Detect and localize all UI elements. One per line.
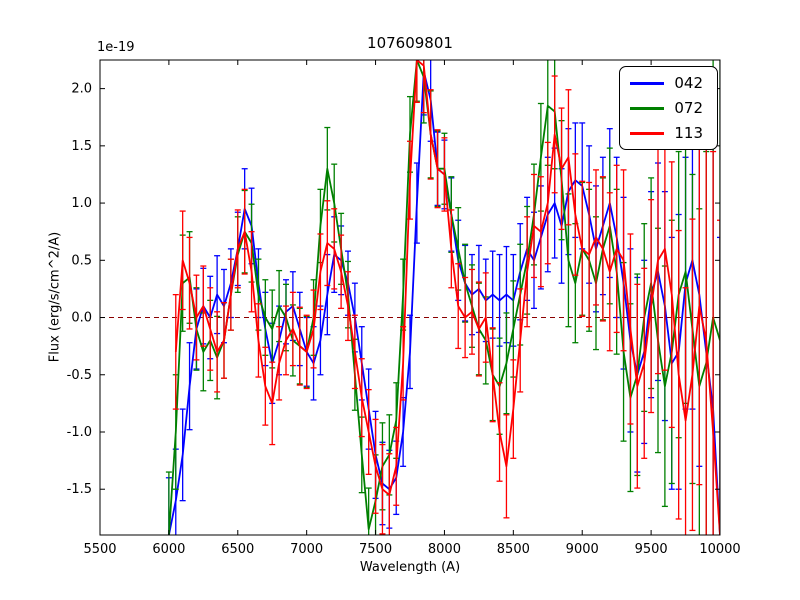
legend-label-072: 072 [674,99,703,117]
y-tick-label: 0.0 [71,311,92,326]
series-113 [172,60,720,535]
legend-entry-042: 042 [630,74,703,92]
y-offset-label: 1e-19 [97,40,135,55]
y-tick-label: 1.5 [71,139,92,154]
x-tick-label: 6500 [221,542,254,557]
x-tick-label: 10000 [699,542,740,557]
x-tick-label: 7500 [359,542,392,557]
x-tick-label: 9000 [566,542,599,557]
y-axis-label: Flux (erg/s/cm^2/A) [47,231,63,363]
x-tick-label: 8500 [497,542,530,557]
x-tick-label: 5500 [83,542,116,557]
plot-title: 107609801 [367,34,453,52]
y-tick-label: -1.5 [67,482,92,497]
y-tick-label: -1.0 [67,425,92,440]
y-tick-label: 2.0 [71,82,92,97]
y-tick-label: -0.5 [67,368,92,383]
x-tick-label: 7000 [290,542,323,557]
legend-label-113: 113 [674,124,703,142]
x-axis-label: Wavelength (A) [359,560,461,575]
x-tick-label: 6000 [152,542,185,557]
legend: 042 072 113 [619,66,718,150]
legend-entry-072: 072 [630,99,703,117]
legend-entry-113: 113 [630,124,703,142]
y-tick-label: 1.0 [71,196,92,211]
legend-swatch-042 [630,81,665,85]
legend-label-042: 042 [674,74,703,92]
legend-swatch-072 [630,106,665,110]
x-tick-label: 9500 [635,542,668,557]
x-tick-label: 8000 [428,542,461,557]
legend-swatch-113 [630,131,665,135]
y-tick-label: 0.5 [71,253,92,268]
